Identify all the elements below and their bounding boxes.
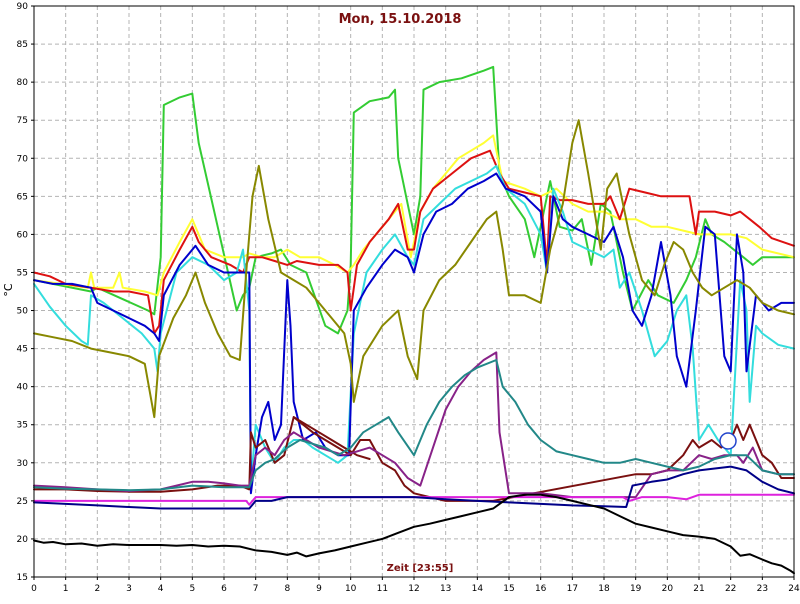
y-tick-label: 15 <box>17 573 28 583</box>
y-tick-label: 30 <box>17 459 29 469</box>
x-tick-label: 7 <box>253 584 259 594</box>
series-line-3 <box>33 149 795 335</box>
y-axis-label: °C <box>2 283 15 297</box>
chart-title: Mon, 15.10.2018 <box>339 12 462 27</box>
series-lines <box>33 65 795 575</box>
y-tick-label: 90 <box>17 2 29 12</box>
y-tick-label: 20 <box>17 535 29 545</box>
series-line-2 <box>33 134 795 297</box>
x-axis-label: Zeit [23:55] <box>387 563 454 574</box>
x-tick-label: 13 <box>440 584 451 594</box>
y-axis-ticks: 15 20 25 30 35 40 45 50 55 60 65 70 75 80 85 90 <box>17 2 34 583</box>
grid <box>34 6 794 577</box>
series-line-13 <box>33 493 795 575</box>
x-tick-label: 18 <box>598 584 610 594</box>
series-line-6 <box>33 119 795 419</box>
marker-circle <box>719 432 737 450</box>
y-tick-label: 45 <box>17 345 28 355</box>
x-tick-label: 16 <box>535 584 547 594</box>
y-tick-label: 70 <box>17 154 29 164</box>
x-tick-label: 15 <box>503 584 514 594</box>
series-line-8 <box>292 416 371 460</box>
x-tick-label: 4 <box>158 584 164 594</box>
x-tick-label: 22 <box>725 584 736 594</box>
series-line-10 <box>33 359 795 492</box>
x-tick-label: 24 <box>788 584 800 594</box>
x-tick-label: 8 <box>284 584 290 594</box>
x-axis-ticks: 0 1 2 3 4 5 6 7 8 9 10 11 12 13 14 15 16 17 18 19 20 21 22 23 24 <box>31 577 800 594</box>
x-tick-label: 19 <box>630 584 642 594</box>
series-line-12 <box>33 465 795 510</box>
x-tick-label: 1 <box>63 584 69 594</box>
series-line-4 <box>33 164 795 487</box>
x-tick-label: 14 <box>472 584 484 594</box>
series-line-5 <box>33 172 795 495</box>
y-tick-label: 85 <box>17 40 28 50</box>
x-tick-label: 5 <box>189 584 195 594</box>
y-tick-label: 60 <box>17 230 29 240</box>
x-tick-label: 3 <box>126 584 132 594</box>
x-tick-label: 2 <box>94 584 100 594</box>
x-tick-label: 12 <box>408 584 419 594</box>
y-tick-label: 25 <box>17 497 28 507</box>
y-tick-label: 40 <box>17 383 29 393</box>
y-tick-label: 35 <box>17 421 28 431</box>
y-tick-label: 50 <box>17 307 29 317</box>
x-tick-label: 10 <box>345 584 357 594</box>
x-tick-label: 20 <box>662 584 674 594</box>
x-tick-label: 6 <box>221 584 227 594</box>
series-line-9 <box>33 351 795 499</box>
y-tick-label: 75 <box>17 116 28 126</box>
x-tick-label: 11 <box>377 584 388 594</box>
x-tick-label: 0 <box>31 584 37 594</box>
x-tick-label: 9 <box>316 584 322 594</box>
x-tick-label: 17 <box>567 584 578 594</box>
y-tick-label: 65 <box>17 192 28 202</box>
y-tick-label: 80 <box>17 78 29 88</box>
x-tick-label: 23 <box>757 584 768 594</box>
y-tick-label: 55 <box>17 268 28 278</box>
x-tick-label: 21 <box>693 584 704 594</box>
